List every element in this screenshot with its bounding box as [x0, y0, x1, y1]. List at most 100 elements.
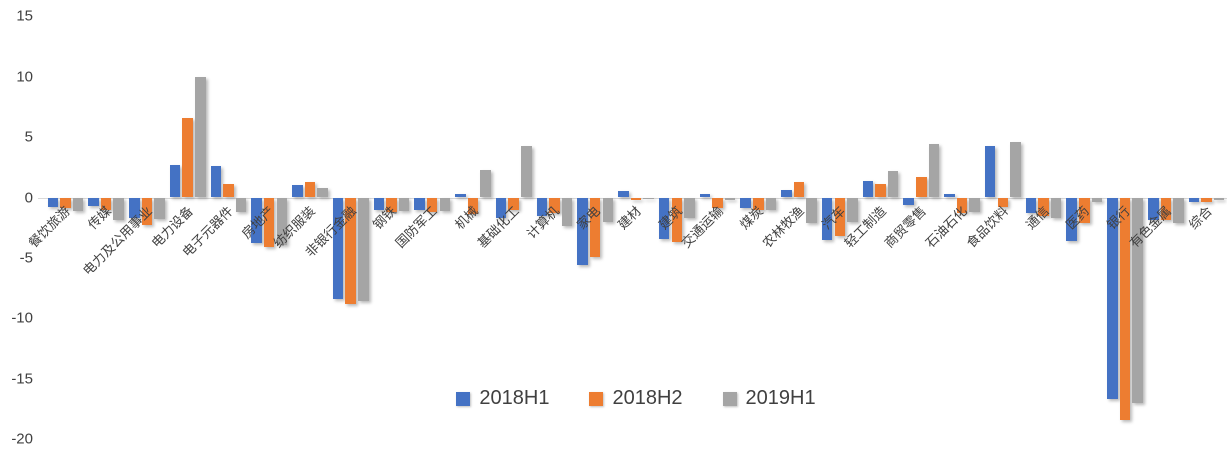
legend-swatch-icon — [456, 391, 471, 406]
bar-2018H2 — [1160, 197, 1172, 221]
legend-swatch-icon — [589, 391, 604, 406]
bar-2018H1 — [1107, 197, 1118, 400]
bar-2018H1 — [455, 193, 466, 198]
bar-2018H1 — [129, 197, 140, 219]
bar-2018H2 — [956, 197, 968, 214]
bar-2018H2 — [997, 197, 1009, 208]
category-label: 国防军工 — [392, 203, 441, 251]
bar-2018H1 — [536, 197, 548, 216]
bar-2018H1 — [699, 193, 711, 198]
bar-2018H2 — [304, 181, 316, 198]
bar-2019H1 — [235, 197, 247, 212]
bar-2018H1 — [740, 197, 751, 209]
bar-2018H2 — [1201, 197, 1212, 203]
bar-2019H1 — [847, 197, 858, 222]
bar-2018H1 — [1148, 197, 1159, 221]
bar-2019H1 — [602, 197, 614, 222]
bar-2018H1 — [658, 197, 670, 239]
bar-2019H1 — [561, 197, 573, 227]
y-axis-tick-label: -15 — [11, 370, 33, 388]
category-label: 建材 — [614, 203, 644, 233]
bar-2018H2 — [141, 197, 153, 226]
bar-2019H1 — [928, 144, 940, 198]
bar-2018H1 — [1025, 197, 1037, 214]
bar-2019H1 — [724, 197, 736, 200]
bar-2019H1 — [439, 197, 451, 211]
bar-2018H1 — [577, 197, 588, 266]
bar-2018H2 — [60, 197, 71, 209]
bar-2018H1 — [210, 166, 222, 198]
bar-2019H1 — [684, 197, 695, 219]
bar-2018H2 — [345, 197, 356, 304]
bar-2019H1 — [1213, 197, 1225, 200]
legend-swatch-icon — [722, 391, 737, 406]
bar-2018H2 — [386, 197, 397, 212]
bar-2018H1 — [414, 197, 425, 210]
legend-item-2019H1: 2019H1 — [722, 387, 816, 410]
bar-2018H2 — [875, 184, 886, 198]
y-axis-tick-label: 15 — [16, 7, 33, 25]
bar-2018H1 — [251, 197, 262, 244]
bar-2018H2 — [1079, 197, 1090, 223]
bar-2019H1 — [643, 197, 654, 199]
legend-item-2018H1: 2018H1 — [456, 387, 549, 410]
y-axis-tick-label: 10 — [16, 68, 33, 86]
legend-label: 2018H1 — [479, 387, 550, 409]
bar-2018H1 — [373, 197, 385, 210]
category-label: 石油石化 — [922, 203, 970, 251]
bar-2018H1 — [88, 197, 99, 206]
bar-2019H1 — [1010, 141, 1021, 198]
bar-2018H1 — [862, 180, 874, 198]
bar-2018H1 — [332, 197, 344, 299]
legend-label: 2018H2 — [612, 387, 683, 409]
bar-2018H1 — [984, 145, 996, 198]
y-axis-tick-label: 5 — [24, 128, 33, 146]
bar-2018H2 — [1119, 197, 1131, 420]
bar-2019H1 — [1173, 197, 1184, 223]
bar-2018H2 — [916, 176, 927, 198]
bar-2018H2 — [182, 117, 193, 198]
bar-2019H1 — [765, 197, 777, 210]
bar-2018H1 — [292, 185, 303, 198]
bar-2018H2 — [589, 197, 601, 257]
bar-2018H2 — [712, 197, 723, 209]
bar-2018H2 — [467, 197, 479, 215]
bar-2018H1 — [1066, 197, 1077, 241]
bar-2019H1 — [969, 197, 980, 212]
bar-2018H2 — [793, 181, 805, 198]
bar-2018H1 — [781, 190, 792, 198]
category-label: 商贸零售 — [881, 203, 930, 251]
bar-2019H1 — [398, 197, 410, 211]
bar-2019H1 — [1132, 197, 1143, 403]
y-axis-tick-label: -5 — [19, 249, 33, 267]
bar-2018H2 — [671, 197, 682, 243]
category-label: 餐饮旅游 — [25, 203, 74, 251]
bar-2018H2 — [753, 197, 764, 210]
bar-2019H1 — [1050, 197, 1062, 219]
bar-2019H1 — [72, 197, 84, 211]
y-axis-tick-label: -20 — [11, 430, 33, 448]
bar-2018H2 — [630, 197, 642, 200]
bar-2018H1 — [495, 197, 507, 219]
bar-2019H1 — [480, 169, 491, 198]
bar-2018H2 — [549, 197, 560, 214]
bar-2019H1 — [276, 197, 288, 245]
category-label: 农林牧渔 — [759, 203, 807, 251]
legend-label: 2019H1 — [745, 387, 816, 409]
bar-2018H1 — [169, 164, 181, 198]
bar-2018H1 — [903, 197, 914, 205]
bar-2018H2 — [426, 197, 438, 212]
y-axis-tick-label: -10 — [11, 309, 33, 327]
bar-2019H1 — [195, 76, 206, 198]
bar-2018H2 — [100, 197, 112, 210]
legend-item-2018H2: 2018H2 — [589, 387, 683, 410]
bar-2018H2 — [223, 184, 234, 198]
bar-2019H1 — [521, 145, 532, 198]
bar-2018H1 — [944, 193, 955, 198]
bar-2019H1 — [887, 170, 899, 198]
category-label: 综合 — [1185, 203, 1215, 233]
bar-2018H2 — [508, 197, 519, 210]
chart-legend: 2018H1 2018H2 2019H1 — [45, 387, 1227, 410]
bar-2018H2 — [263, 197, 275, 248]
